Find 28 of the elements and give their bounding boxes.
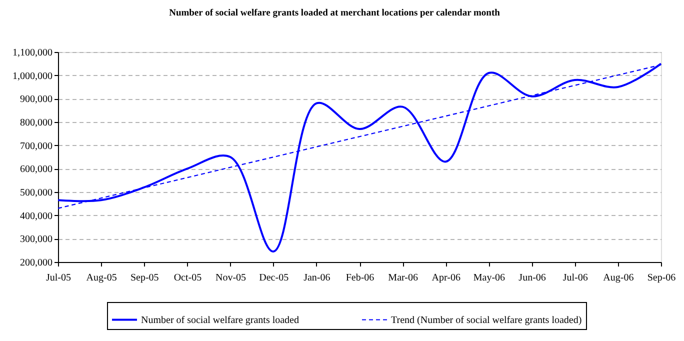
x-tick-label: May-06 (473, 272, 506, 284)
chart-title: Number of social welfare grants loaded at merchant locations per calendar month (169, 8, 501, 18)
y-tick-label: 500,000 (20, 188, 52, 198)
legend-label: Number of social welfare grants loaded (141, 314, 299, 326)
x-tick-label: Apr-06 (432, 272, 460, 284)
x-tick-label: Jan-06 (304, 272, 330, 284)
x-tick-label: Nov-05 (216, 272, 246, 284)
y-tick-label: 700,000 (20, 140, 52, 152)
y-tick-label: 200,000 (20, 258, 52, 268)
x-tick-label: Jul-06 (562, 272, 588, 284)
x-tick-label: Aug-05 (86, 272, 117, 284)
x-tick-label: Mar-06 (388, 272, 418, 284)
y-tick-label: 1,100,000 (12, 48, 52, 58)
y-tick-label: 600,000 (20, 164, 52, 176)
x-tick-label: Sep-06 (647, 272, 676, 284)
x-tick-label: Dec-05 (259, 272, 289, 284)
x-tick-label: Jul-05 (46, 272, 71, 284)
x-tick-label: Feb-06 (346, 272, 374, 284)
x-tick-label: Aug-06 (603, 272, 634, 284)
y-tick-label: 400,000 (20, 210, 52, 222)
x-tick-label: Oct-05 (174, 272, 202, 284)
legend-label: Trend (Number of social welfare grants loaded) (391, 314, 582, 326)
y-tick-label: 300,000 (20, 234, 52, 246)
x-tick-label: Sep-05 (130, 272, 159, 284)
y-tick-label: 900,000 (20, 94, 52, 106)
x-tick-label: Jun-06 (518, 272, 546, 284)
y-tick-label: 1,000,000 (12, 70, 52, 82)
y-tick-label: 800,000 (20, 118, 52, 128)
